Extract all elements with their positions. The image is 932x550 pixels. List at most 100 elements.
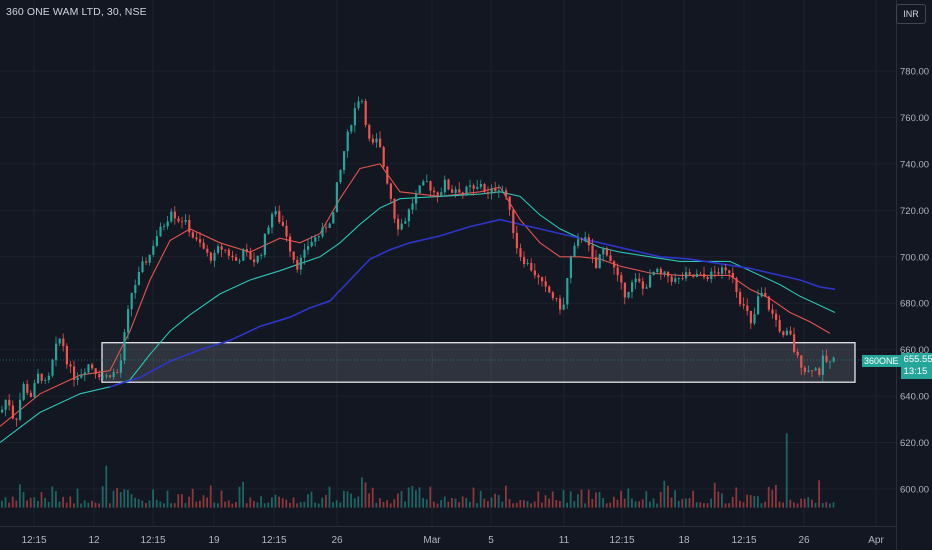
volume-bar (436, 503, 439, 508)
volume-bar (296, 503, 298, 508)
volume-bar (605, 503, 608, 508)
volume-bar (541, 502, 543, 508)
volume-bar (220, 490, 223, 508)
volume-bar (811, 499, 813, 508)
candle-body (274, 211, 277, 215)
volume-bar (829, 503, 831, 508)
price-tag-box: 655.55 13:15 (900, 353, 932, 379)
volume-bar (285, 499, 288, 508)
volume-bar (188, 496, 190, 508)
volume-bar (393, 499, 396, 508)
volume-bar (652, 498, 655, 508)
candle-body (152, 245, 155, 255)
candle-body (469, 185, 472, 187)
candle-body (764, 292, 767, 297)
volume-bar (256, 502, 259, 508)
candle-body (677, 278, 680, 279)
x-tick-label: 12:15 (261, 535, 286, 546)
candle-body (771, 309, 774, 314)
volume-bar (523, 500, 525, 508)
candle-body (256, 255, 259, 263)
candle-body (447, 179, 450, 190)
y-tick-label: 740.00 (900, 159, 929, 170)
candle-body (595, 257, 598, 269)
volume-bar (29, 497, 32, 508)
candle-body (62, 338, 65, 346)
candle-body (271, 214, 274, 228)
candle-body (699, 273, 702, 275)
candle-body (26, 383, 29, 393)
candle-body (735, 278, 738, 292)
price-tag-price: 655.55 (903, 354, 932, 365)
volume-bar (749, 495, 752, 508)
candle-body (490, 188, 493, 194)
volume-bar (659, 491, 662, 508)
volume-bar (613, 496, 615, 508)
grid-lines (0, 0, 896, 526)
candle-body (317, 236, 320, 238)
volume-bar (224, 501, 226, 508)
x-tick-label: 5 (488, 535, 494, 546)
x-tick-label: 12:15 (731, 535, 756, 546)
volume-bar (199, 500, 201, 508)
candles (1, 96, 835, 427)
candle-body (51, 359, 54, 376)
candle-body (569, 256, 572, 279)
candle-body (778, 319, 781, 332)
volume-bar (310, 491, 313, 508)
volume-bar (422, 497, 424, 508)
volume-bar (832, 502, 835, 508)
candle-body (346, 131, 349, 152)
volume-bar (253, 501, 255, 508)
support-zone[interactable] (101, 342, 856, 383)
volume-bar (670, 497, 673, 508)
candle-body (127, 309, 130, 333)
volume-bar (55, 491, 57, 508)
currency-button[interactable]: INR (896, 4, 926, 24)
volume-bar (26, 500, 28, 508)
volume-bar (101, 486, 104, 508)
candle-body (148, 254, 151, 263)
volume-bar (65, 502, 68, 508)
candle-body (47, 375, 50, 380)
y-tick-label: 640.00 (900, 392, 929, 403)
candle-body (253, 259, 256, 263)
volume-bar (325, 494, 327, 508)
candle-body (775, 313, 778, 320)
volume-bar (260, 496, 262, 508)
volume-bar (443, 496, 446, 508)
candle-body (454, 189, 457, 193)
volume-bar (674, 490, 676, 508)
volume-bar (303, 501, 306, 508)
candle-body (263, 233, 266, 255)
volume-bar (461, 496, 464, 508)
volume-bar (299, 501, 302, 508)
candle-body (706, 277, 709, 279)
volume-bar (404, 501, 406, 508)
volume-bar (141, 500, 144, 508)
volume-bar (465, 498, 468, 508)
candle-body (461, 192, 464, 195)
volume-bar (429, 486, 432, 508)
volume-bar (440, 500, 442, 508)
candle-body (141, 261, 144, 273)
candle-body (814, 368, 817, 371)
volume-bar (155, 499, 158, 508)
candle-body (483, 184, 486, 193)
volume-bar (512, 503, 514, 508)
volume-bar (742, 502, 745, 508)
volume-bar (418, 487, 421, 508)
volume-bar (231, 503, 234, 508)
volume-bar (245, 503, 248, 508)
x-tick-label: 19 (208, 535, 220, 546)
candle-body (94, 368, 97, 374)
volume-bar (379, 498, 381, 508)
symbol-title: 360 ONE WAM LTD, 30, NSE (6, 6, 147, 18)
x-tick-label: 26 (798, 535, 810, 546)
candle-body (307, 246, 310, 250)
volume-bar (73, 503, 75, 508)
candle-body (443, 179, 446, 193)
candle-body (393, 198, 396, 219)
volume-bar (479, 490, 482, 508)
